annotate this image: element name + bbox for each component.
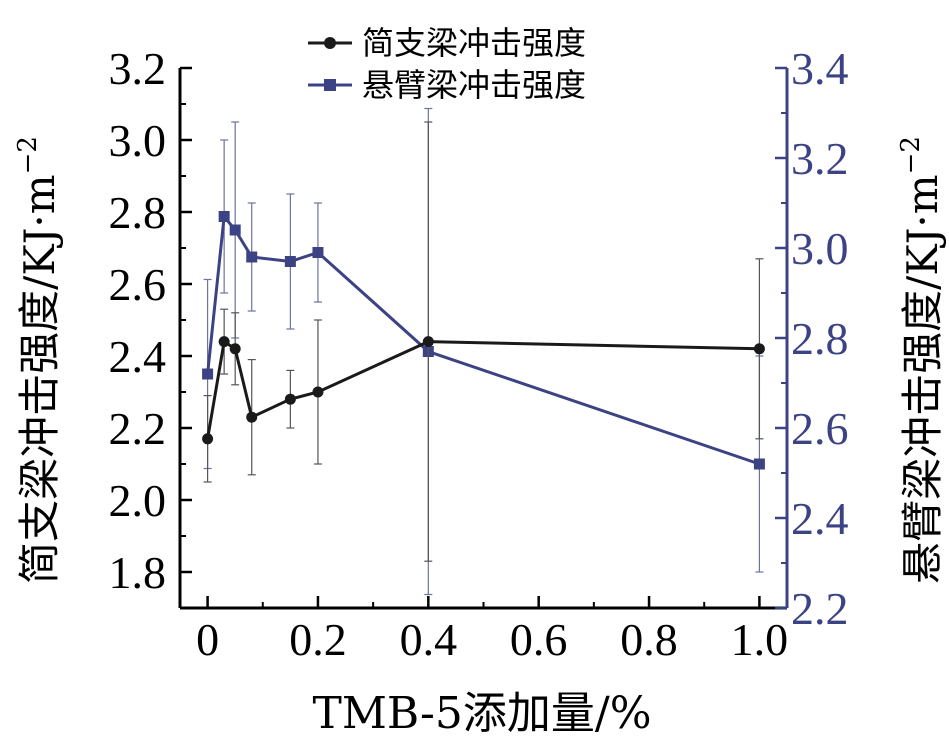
right-tick-label: 2.2 bbox=[791, 583, 849, 634]
right-axis-title-text: 悬臂梁冲击强度/KJ·m bbox=[898, 174, 947, 584]
right-tick-label: 2.8 bbox=[791, 313, 849, 364]
right-tick-label: 3.0 bbox=[791, 223, 849, 274]
right-tick-label: 3.4 bbox=[791, 43, 849, 94]
legend: 简支梁冲击强度 悬臂梁冲击强度 bbox=[308, 24, 586, 104]
right-axis-title-sup: −2 bbox=[896, 136, 926, 174]
right-y-axis: 2.2 2.4 2.6 2.8 3.0 3.2 3.4 bbox=[775, 43, 849, 634]
x-tick-label: 0.6 bbox=[510, 614, 568, 665]
legend-marker-series-2 bbox=[324, 79, 336, 91]
left-y-axis: 1.8 2.0 2.2 2.4 2.6 2.8 3.0 3.2 bbox=[109, 43, 192, 598]
left-tick-label: 1.8 bbox=[109, 547, 167, 598]
left-tick-label: 2.4 bbox=[109, 331, 167, 382]
data-point bbox=[312, 386, 324, 398]
left-tick-label: 2.0 bbox=[109, 475, 167, 526]
x-axis: 0 0.2 0.4 0.6 0.8 1.0 bbox=[196, 596, 788, 665]
legend-marker-series-1 bbox=[324, 37, 336, 49]
data-point bbox=[202, 368, 214, 380]
data-point bbox=[312, 247, 324, 258]
x-tick-label: 0.2 bbox=[289, 614, 347, 665]
series-layer bbox=[202, 107, 765, 596]
legend-label-series-1: 简支梁冲击强度 bbox=[362, 24, 586, 62]
data-point bbox=[229, 224, 241, 236]
left-axis-title-sup: −2 bbox=[13, 136, 43, 174]
data-point bbox=[284, 256, 296, 267]
data-point bbox=[218, 336, 230, 348]
right-tick-label: 2.4 bbox=[791, 493, 849, 544]
left-tick-label: 3.2 bbox=[109, 43, 167, 94]
data-point bbox=[246, 251, 258, 263]
series-1 bbox=[202, 121, 765, 562]
right-axis-title: 悬臂梁冲击强度/KJ·m−2 bbox=[896, 136, 947, 584]
data-point bbox=[229, 343, 241, 355]
left-tick-label: 2.2 bbox=[109, 403, 167, 454]
left-axis-title: 简支梁冲击强度/KJ·m−2 bbox=[13, 136, 64, 584]
right-tick-label: 2.6 bbox=[791, 403, 849, 454]
left-axis-title-text: 简支梁冲击强度/KJ·m bbox=[15, 174, 64, 584]
left-tick-label: 2.6 bbox=[109, 259, 167, 310]
x-tick-label: 0 bbox=[196, 614, 219, 665]
data-point bbox=[218, 211, 230, 222]
right-tick-label: 3.2 bbox=[791, 133, 849, 184]
data-point bbox=[753, 343, 765, 355]
data-point bbox=[422, 336, 434, 348]
plot-frame bbox=[178, 68, 789, 610]
series-2 bbox=[202, 107, 765, 596]
x-tick-label: 0.8 bbox=[620, 614, 678, 665]
x-axis-title: TMB-5添加量/% bbox=[312, 688, 651, 739]
x-tick-label: 0.4 bbox=[400, 614, 458, 665]
data-point bbox=[202, 433, 214, 445]
x-tick-label: 1.0 bbox=[731, 614, 789, 665]
left-tick-label: 2.8 bbox=[109, 187, 167, 238]
legend-label-series-2: 悬臂梁冲击强度 bbox=[362, 66, 586, 104]
data-point bbox=[753, 458, 765, 470]
data-point bbox=[284, 393, 296, 405]
data-point bbox=[246, 411, 258, 423]
left-tick-label: 3.0 bbox=[109, 115, 167, 166]
